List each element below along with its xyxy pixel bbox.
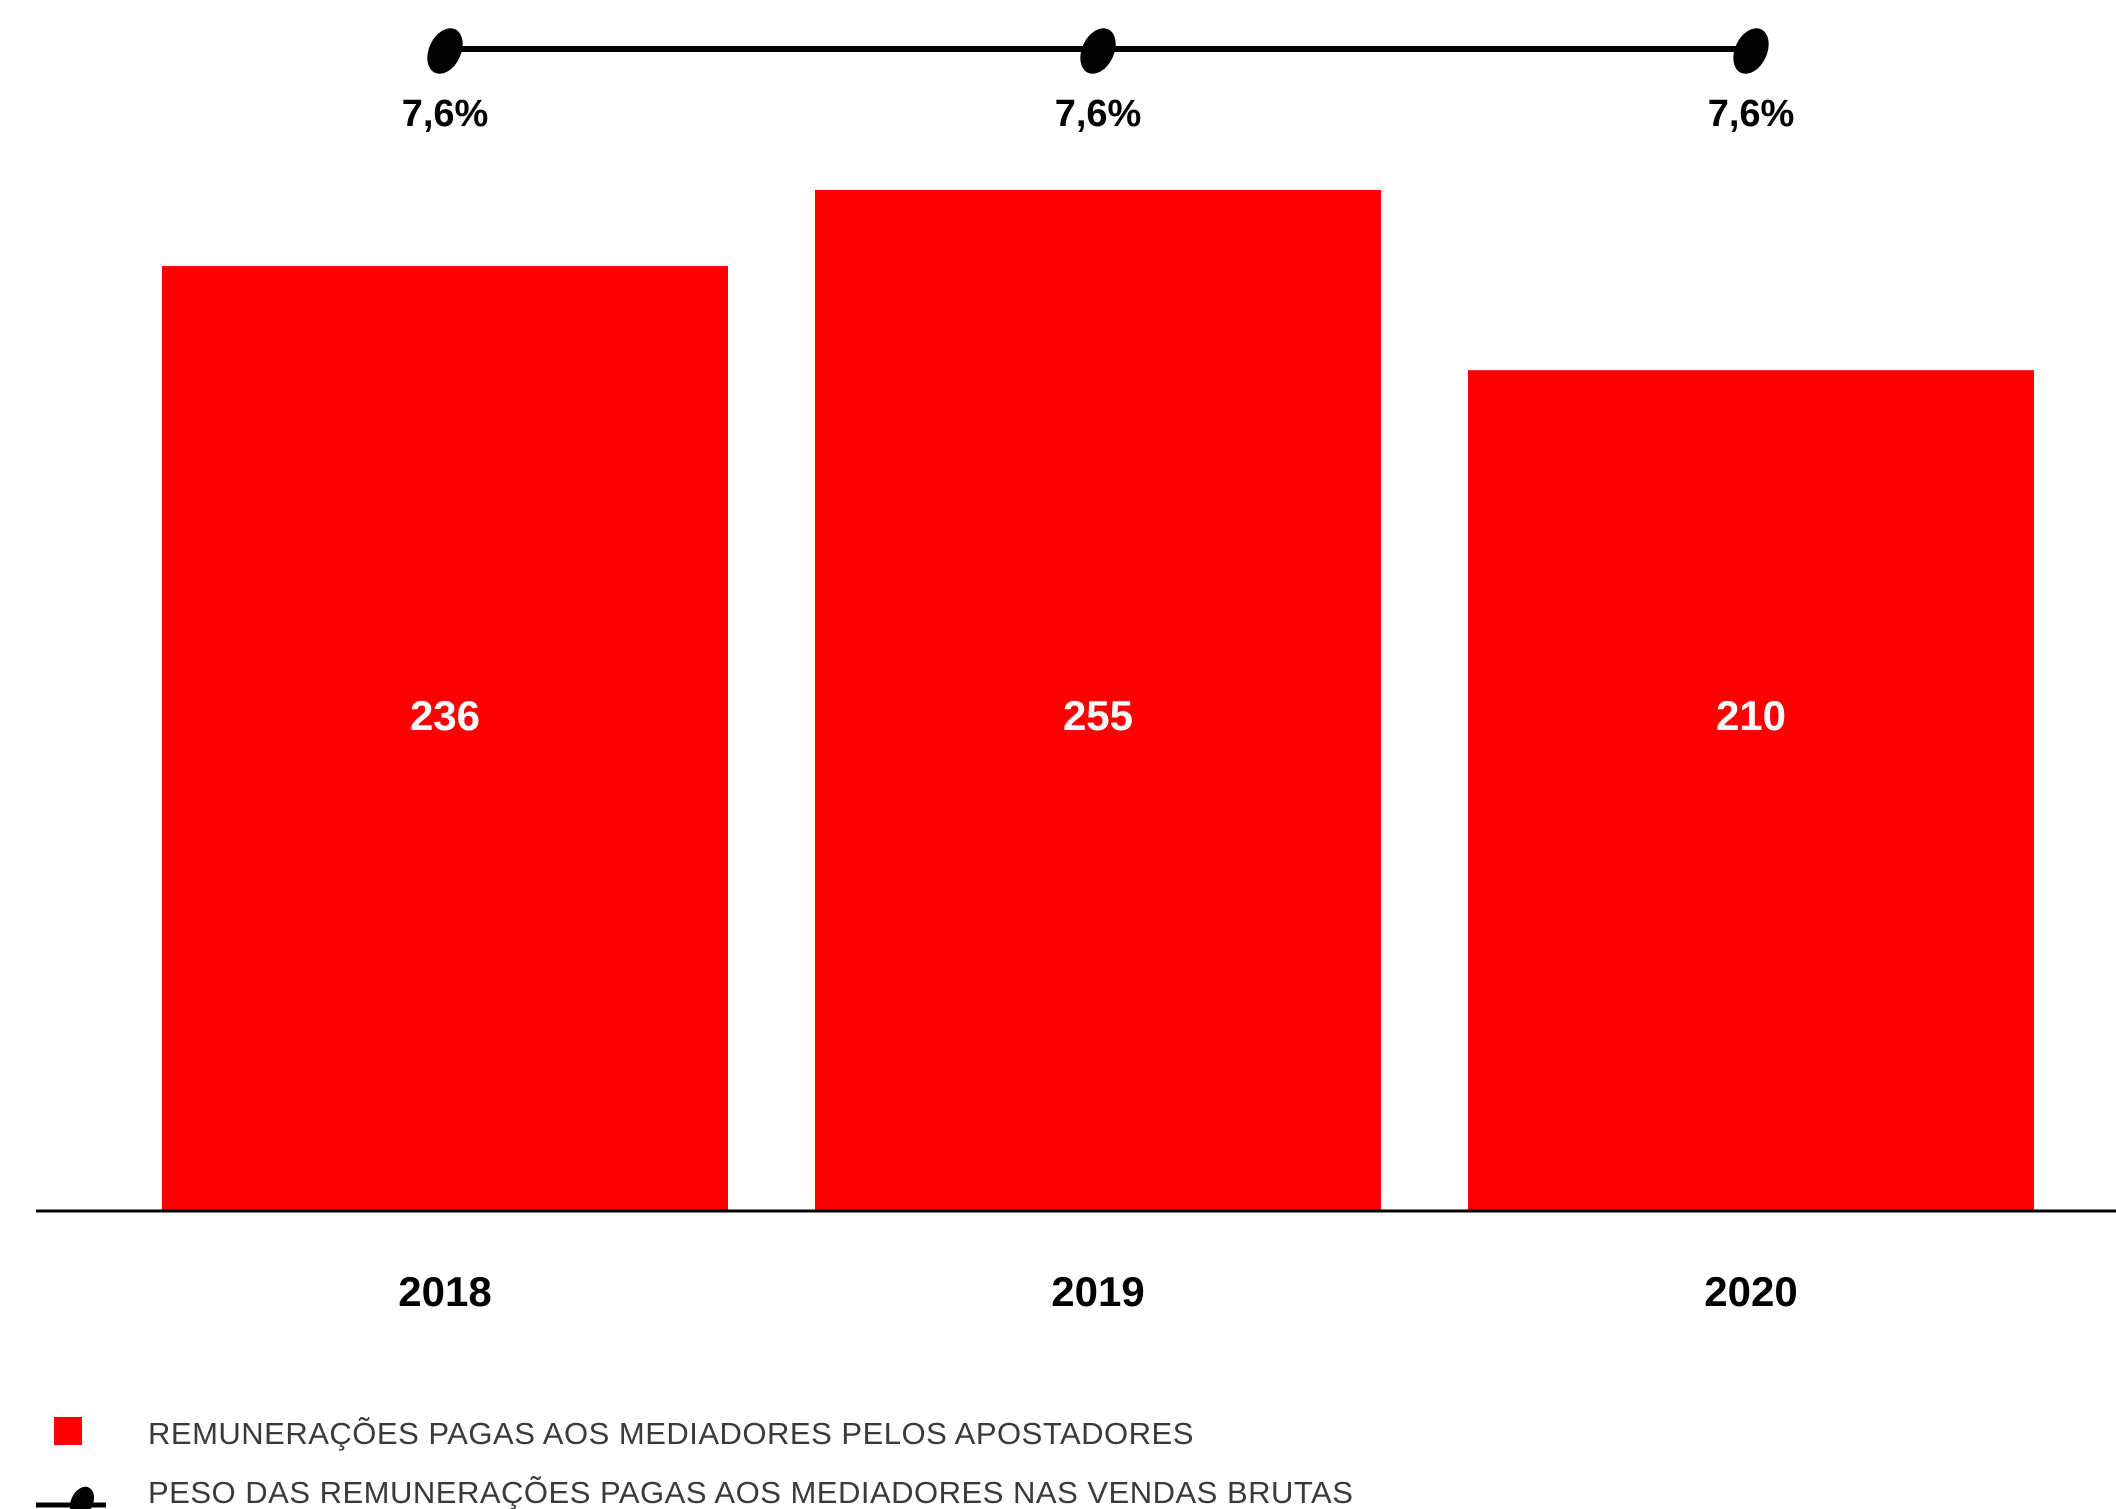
legend-line-swatch [36,1486,106,1509]
bar-value-label-2018: 236 [410,692,480,739]
line-value-label-2018: 7,6% [402,93,489,135]
line-labels-layer: 7,6% 7,6% 7,6% [402,93,1795,135]
bar-2019 [815,190,1381,1211]
legend-bar-swatch [54,1417,82,1445]
bar-2018 [162,266,728,1211]
bar-labels-layer: 236 255 210 [410,692,1786,739]
line-point-2018 [427,28,463,74]
bar-2020 [1468,370,2034,1211]
x-tick-label-2019: 2019 [1051,1268,1144,1315]
x-tick-label-2018: 2018 [398,1268,491,1315]
line-series-layer [427,28,1769,74]
line-value-label-2020: 7,6% [1708,93,1795,135]
bar-value-label-2020: 210 [1716,692,1786,739]
x-tick-labels: 2018 2019 2020 [398,1268,1797,1315]
line-point-2019 [1080,28,1116,74]
legend-bar-label: REMUNERAÇÕES PAGAS AOS MEDIADORES PELOS … [148,1416,1194,1451]
line-value-label-2019: 7,6% [1055,93,1142,135]
x-tick-label-2020: 2020 [1704,1268,1797,1315]
legend: REMUNERAÇÕES PAGAS AOS MEDIADORES PELOS … [36,1416,1353,1509]
legend-line-label: PESO DAS REMUNERAÇÕES PAGAS AOS MEDIADOR… [148,1475,1353,1509]
bar-value-label-2019: 255 [1063,692,1133,739]
line-point-2020 [1733,28,1769,74]
bars-layer [162,190,2034,1211]
